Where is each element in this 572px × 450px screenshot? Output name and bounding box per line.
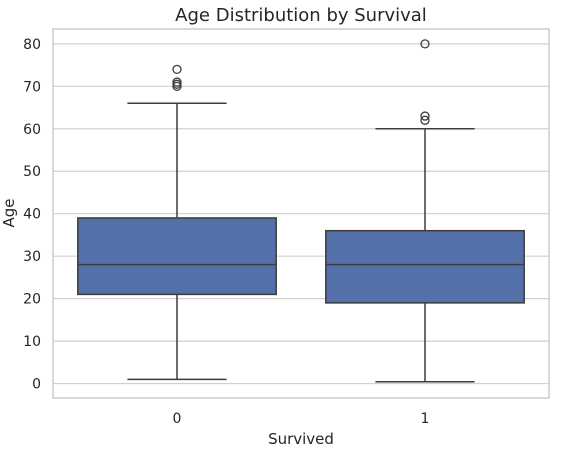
x-tick-label: 0 (173, 411, 182, 427)
outlier-point (420, 111, 430, 121)
outlier-point (172, 64, 182, 74)
y-tick-label: 20 (23, 292, 41, 308)
plot-frame (52, 28, 550, 399)
outlier-point (420, 115, 430, 125)
y-tick-label: 70 (23, 79, 41, 95)
x-tick-label: 1 (421, 411, 430, 427)
box-group-1 (325, 39, 525, 383)
y-tick-label: 30 (23, 249, 41, 265)
box-group-0 (77, 64, 277, 381)
y-tick-label: 0 (32, 377, 41, 393)
y-tick-label: 50 (23, 164, 41, 180)
box-layer (77, 39, 525, 383)
y-tick-labels: 0 10 20 30 40 50 60 70 80 (23, 37, 41, 393)
outlier-point (420, 39, 430, 49)
y-tick-label: 10 (23, 334, 41, 350)
grid-lines (53, 43, 549, 385)
x-axis-label: Survived (268, 430, 334, 448)
iqr-box (325, 229, 525, 304)
y-tick-label: 40 (23, 207, 41, 223)
y-tick-label: 60 (23, 122, 41, 138)
iqr-box (77, 217, 277, 296)
y-tick-label: 80 (23, 37, 41, 53)
outlier-point (172, 77, 182, 87)
chart-title: Age Distribution by Survival (175, 5, 427, 26)
y-axis-label: Age (0, 198, 18, 227)
